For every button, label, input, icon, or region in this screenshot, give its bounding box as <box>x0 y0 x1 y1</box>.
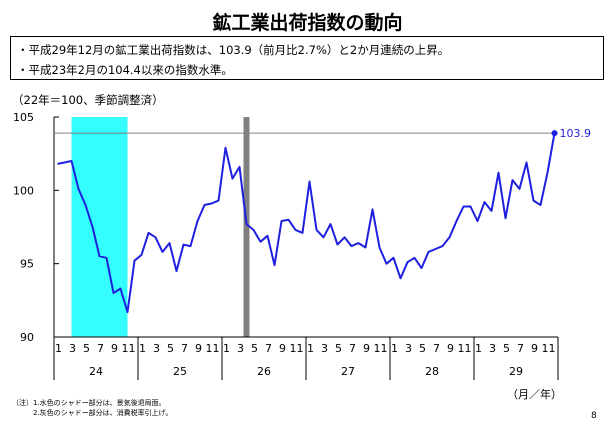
x-year-label: 26 <box>257 365 271 378</box>
x-month-label: 7 <box>433 342 440 355</box>
x-month-label: 11 <box>374 342 388 355</box>
x-month-label: 9 <box>447 342 454 355</box>
x-month-label: 5 <box>503 342 510 355</box>
footnote-1: （注）1.水色のシャドー部分は、景気後退局面。 <box>12 399 166 407</box>
x-month-label: 7 <box>517 342 524 355</box>
x-month-label: 9 <box>531 342 538 355</box>
x-month-label: 3 <box>405 342 412 355</box>
summary-line-2: ・平成23年2月の104.4以来の指数水準。 <box>17 63 233 77</box>
series-line <box>57 132 556 314</box>
x-month-label: 1 <box>55 342 62 355</box>
x-month-label: 9 <box>195 342 202 355</box>
x-month-label: 1 <box>223 342 230 355</box>
x-month-label: 5 <box>83 342 90 355</box>
x-month-label: 1 <box>475 342 482 355</box>
y-tick-label: 100 <box>13 184 34 197</box>
x-month-label: 11 <box>206 342 220 355</box>
end-point-label: 103.9 <box>560 127 592 140</box>
x-month-label: 9 <box>111 342 118 355</box>
x-year-label: 25 <box>173 365 187 378</box>
x-month-label: 9 <box>279 342 286 355</box>
recession-shade <box>71 117 128 337</box>
x-month-label: 5 <box>335 342 342 355</box>
x-month-label: 3 <box>489 342 496 355</box>
footnote-2: 2.灰色のシャドー部分は、消費税率引上げ。 <box>33 409 173 417</box>
page-title: 鉱工業出荷指数の動向 <box>212 12 403 34</box>
x-month-label: 3 <box>69 342 76 355</box>
x-month-label: 7 <box>265 342 272 355</box>
summary-box: ・平成29年12月の鉱工業出荷指数は、103.9（前月比2.7%）と2か月連続の… <box>10 36 604 80</box>
summary-line-1: ・平成29年12月の鉱工業出荷指数は、103.9（前月比2.7%）と2か月連続の… <box>17 43 450 57</box>
x-month-label: 11 <box>542 342 556 355</box>
x-month-label: 7 <box>349 342 356 355</box>
x-month-label: 7 <box>97 342 104 355</box>
x-month-label: 11 <box>458 342 472 355</box>
x-month-label: 1 <box>307 342 314 355</box>
y-tick-label: 90 <box>20 331 34 344</box>
x-month-label: 9 <box>363 342 370 355</box>
x-month-label: 3 <box>321 342 328 355</box>
end-point-marker <box>551 130 558 137</box>
tax-hike-shade <box>243 117 250 337</box>
y-tick-label: 95 <box>20 258 34 271</box>
x-axis-unit-label: （月／年） <box>507 388 562 401</box>
x-year-label: 29 <box>509 365 523 378</box>
x-month-label: 1 <box>391 342 398 355</box>
x-month-label: 1 <box>139 342 146 355</box>
x-month-label: 3 <box>153 342 160 355</box>
x-year-label: 28 <box>425 365 439 378</box>
x-month-label: 7 <box>181 342 188 355</box>
page-number: 8 <box>591 411 597 421</box>
x-month-label: 11 <box>122 342 136 355</box>
x-month-label: 3 <box>237 342 244 355</box>
x-year-label: 24 <box>89 365 103 378</box>
x-month-label: 5 <box>167 342 174 355</box>
y-tick-label: 105 <box>13 111 34 124</box>
x-month-label: 5 <box>419 342 426 355</box>
x-month-label: 5 <box>251 342 258 355</box>
x-year-label: 27 <box>341 365 355 378</box>
x-month-label: 11 <box>290 342 304 355</box>
y-axis-unit-label: （22年＝100、季節調整済） <box>12 93 164 107</box>
